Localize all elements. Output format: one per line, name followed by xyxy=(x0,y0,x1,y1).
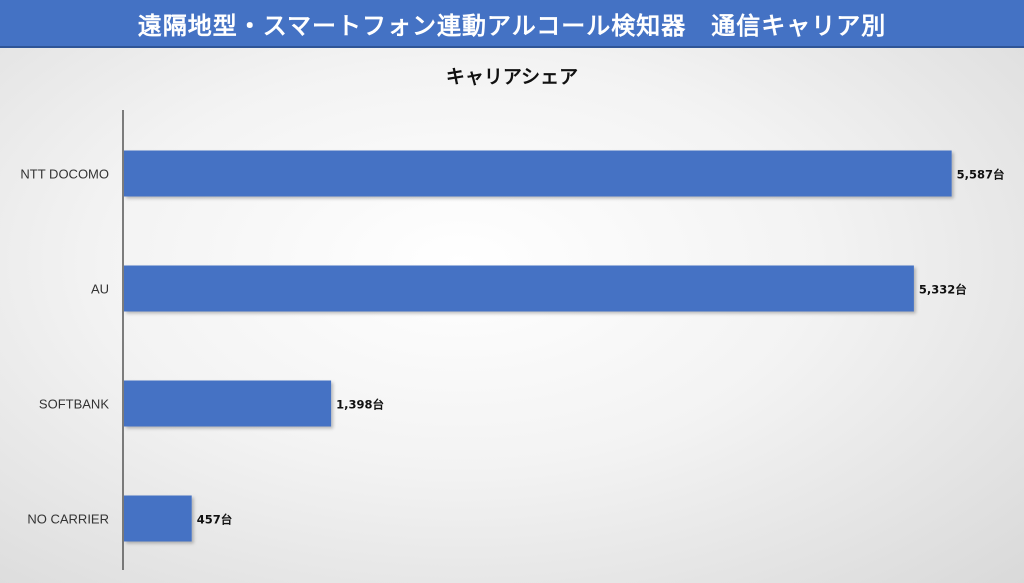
data-label: 5,587台 xyxy=(957,168,1005,182)
data-label: 457台 xyxy=(197,513,233,527)
category-label: NO CARRIER xyxy=(27,512,109,527)
bar-softbank xyxy=(124,380,332,427)
bar-no-carrier xyxy=(124,495,192,542)
banner-title: 遠隔地型・スマートフォン連動アルコール検知器 通信キャリア別 xyxy=(137,11,887,40)
chart-title: キャリアシェア xyxy=(445,66,579,88)
bar-ntt-docomo xyxy=(124,150,952,197)
data-label: 1,398台 xyxy=(336,398,384,412)
data-label: 5,332台 xyxy=(919,283,967,297)
category-label: NTT DOCOMO xyxy=(20,167,109,182)
category-label: AU xyxy=(91,282,109,297)
category-label: SOFTBANK xyxy=(39,397,109,412)
header-banner: 遠隔地型・スマートフォン連動アルコール検知器 通信キャリア別 xyxy=(0,0,1024,48)
bar-au xyxy=(124,265,914,312)
